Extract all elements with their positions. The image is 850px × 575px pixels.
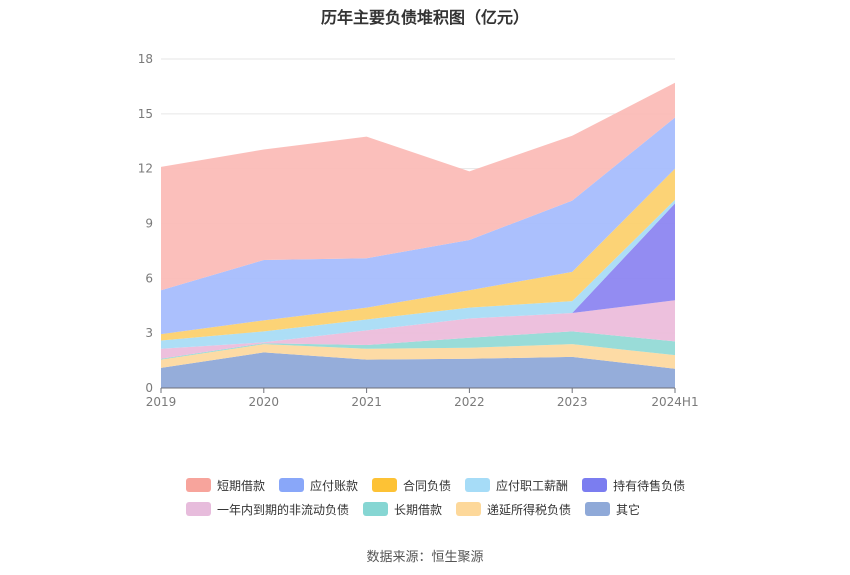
area-series-0	[161, 352, 675, 388]
area-series-5	[161, 199, 675, 349]
area-series-2	[161, 331, 675, 360]
area-series-3	[161, 300, 675, 359]
legend-swatch	[582, 478, 608, 492]
legend-item-accounts-payable[interactable]: 应付账款	[279, 477, 358, 494]
y-tick-label: 3	[145, 326, 153, 340]
legend-swatch	[465, 478, 491, 492]
legend-swatch	[279, 478, 305, 492]
legend-swatch	[372, 478, 398, 492]
legend: 短期借款 应付账款 合同负债 应付职工薪酬 持有待售负债 一年内到期的非流动负债…	[186, 473, 706, 521]
legend-row-2: 一年内到期的非流动负债 长期借款 递延所得税负债 其它	[186, 497, 706, 521]
legend-item-held-for-sale[interactable]: 持有待售负债	[582, 477, 685, 494]
legend-label: 合同负债	[403, 478, 452, 493]
y-tick-label: 6	[145, 271, 153, 285]
legend-swatch	[186, 478, 211, 492]
legend-item-deferred-tax[interactable]: 递延所得税负债	[456, 501, 571, 518]
legend-label: 应付职工薪酬	[496, 478, 569, 493]
legend-label: 其它	[616, 502, 641, 517]
data-source: 数据来源：恒生聚源	[366, 550, 484, 565]
legend-item-current-noncurrent[interactable]: 一年内到期的非流动负债	[186, 501, 349, 518]
x-tick-label: 2020	[249, 395, 280, 409]
legend-item-long-term-loans[interactable]: 长期借款	[363, 501, 442, 518]
legend-label: 短期借款	[217, 478, 266, 493]
x-tick-label: 2024H1	[651, 395, 698, 409]
x-tick-label: 2021	[351, 395, 382, 409]
legend-label: 一年内到期的非流动负债	[217, 502, 350, 517]
area-series-7	[161, 117, 675, 335]
y-tick-label: 12	[138, 162, 153, 176]
legend-swatch	[585, 502, 611, 516]
x-tick-label: 2023	[557, 395, 588, 409]
area-series-6	[161, 168, 675, 341]
legend-swatch	[363, 502, 389, 516]
chart-title: 历年主要负债堆积图（亿元）	[320, 8, 529, 27]
y-tick-label: 15	[138, 107, 153, 121]
area-series-8	[161, 82, 675, 291]
legend-item-short-term-loans[interactable]: 短期借款	[186, 477, 265, 494]
legend-swatch	[186, 502, 211, 516]
area-series-1	[161, 344, 675, 369]
y-tick-label: 18	[138, 52, 153, 66]
x-tick-label: 2019	[146, 395, 177, 409]
stacked-area-chart: 0 3 6 9 12 15 18 2019 2020 2021 2022 2023 2024H1	[138, 52, 699, 409]
y-tick-label: 0	[145, 381, 153, 395]
legend-row-1: 短期借款 应付账款 合同负债 应付职工薪酬 持有待售负债	[186, 473, 706, 497]
legend-label: 应付账款	[310, 478, 359, 493]
legend-label: 持有待售负债	[613, 478, 686, 493]
legend-label: 长期借款	[394, 502, 443, 517]
legend-label: 递延所得税负债	[487, 502, 572, 517]
y-tick-label: 9	[145, 217, 153, 231]
legend-item-employee-pay[interactable]: 应付职工薪酬	[465, 477, 568, 494]
x-tick-label: 2022	[454, 395, 485, 409]
legend-item-other[interactable]: 其它	[585, 501, 640, 518]
legend-swatch	[456, 502, 482, 516]
legend-item-contract-liabilities[interactable]: 合同负债	[372, 477, 451, 494]
